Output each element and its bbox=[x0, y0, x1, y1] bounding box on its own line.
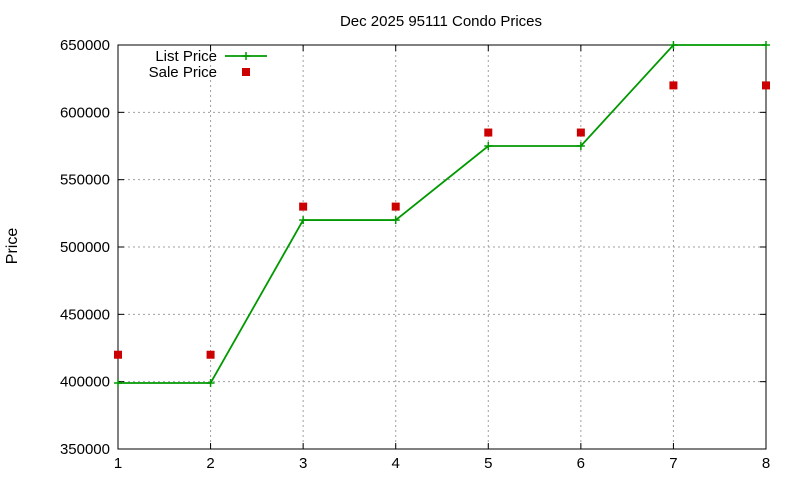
x-axis: 1 2 3 4 5 6 7 8 bbox=[114, 45, 770, 472]
data-point bbox=[762, 81, 770, 90]
series-list-price bbox=[114, 41, 770, 388]
data-point bbox=[576, 128, 585, 137]
chart-title: Dec 2025 95111 Condo Prices bbox=[340, 13, 542, 30]
data-point bbox=[762, 41, 770, 49]
data-point bbox=[484, 142, 493, 150]
data-point bbox=[669, 81, 678, 90]
data-point bbox=[114, 379, 122, 388]
series bbox=[114, 41, 770, 388]
y-axis: 350000 400000 450000 500000 550000 600000 6500… bbox=[60, 37, 766, 458]
data-point bbox=[391, 216, 400, 225]
data-point bbox=[299, 202, 308, 211]
y-tick-label: 500000 bbox=[60, 239, 110, 256]
legend-marker bbox=[242, 68, 250, 76]
legend-label: List Price bbox=[155, 48, 217, 65]
series-line bbox=[118, 44, 766, 384]
series-sale-price bbox=[114, 81, 770, 359]
x-tick-label: 8 bbox=[762, 455, 770, 472]
x-tick-label: 5 bbox=[484, 455, 492, 472]
y-tick-label: 650000 bbox=[60, 37, 110, 54]
x-tick-label: 1 bbox=[114, 455, 122, 472]
data-point bbox=[669, 41, 678, 49]
data-point bbox=[391, 202, 400, 211]
y-tick-label: 350000 bbox=[60, 441, 110, 458]
x-tick-label: 2 bbox=[206, 455, 214, 472]
legend-label: Sale Price bbox=[149, 64, 217, 81]
data-point bbox=[206, 379, 215, 388]
data-point bbox=[484, 128, 493, 137]
legend-marker bbox=[242, 52, 250, 60]
y-tick-label: 400000 bbox=[60, 374, 110, 391]
data-point bbox=[114, 350, 122, 359]
grid bbox=[118, 45, 766, 449]
y-tick-label: 550000 bbox=[60, 172, 110, 189]
y-axis-label: Price bbox=[4, 228, 21, 265]
y-tick-label: 600000 bbox=[60, 104, 110, 121]
x-tick-label: 7 bbox=[669, 455, 677, 472]
x-tick-label: 6 bbox=[577, 455, 585, 472]
x-tick-label: 4 bbox=[392, 455, 400, 472]
y-tick-label: 450000 bbox=[60, 306, 110, 323]
data-point bbox=[576, 142, 585, 150]
data-point bbox=[206, 350, 215, 359]
data-point bbox=[299, 216, 308, 225]
x-tick-label: 3 bbox=[299, 455, 307, 472]
